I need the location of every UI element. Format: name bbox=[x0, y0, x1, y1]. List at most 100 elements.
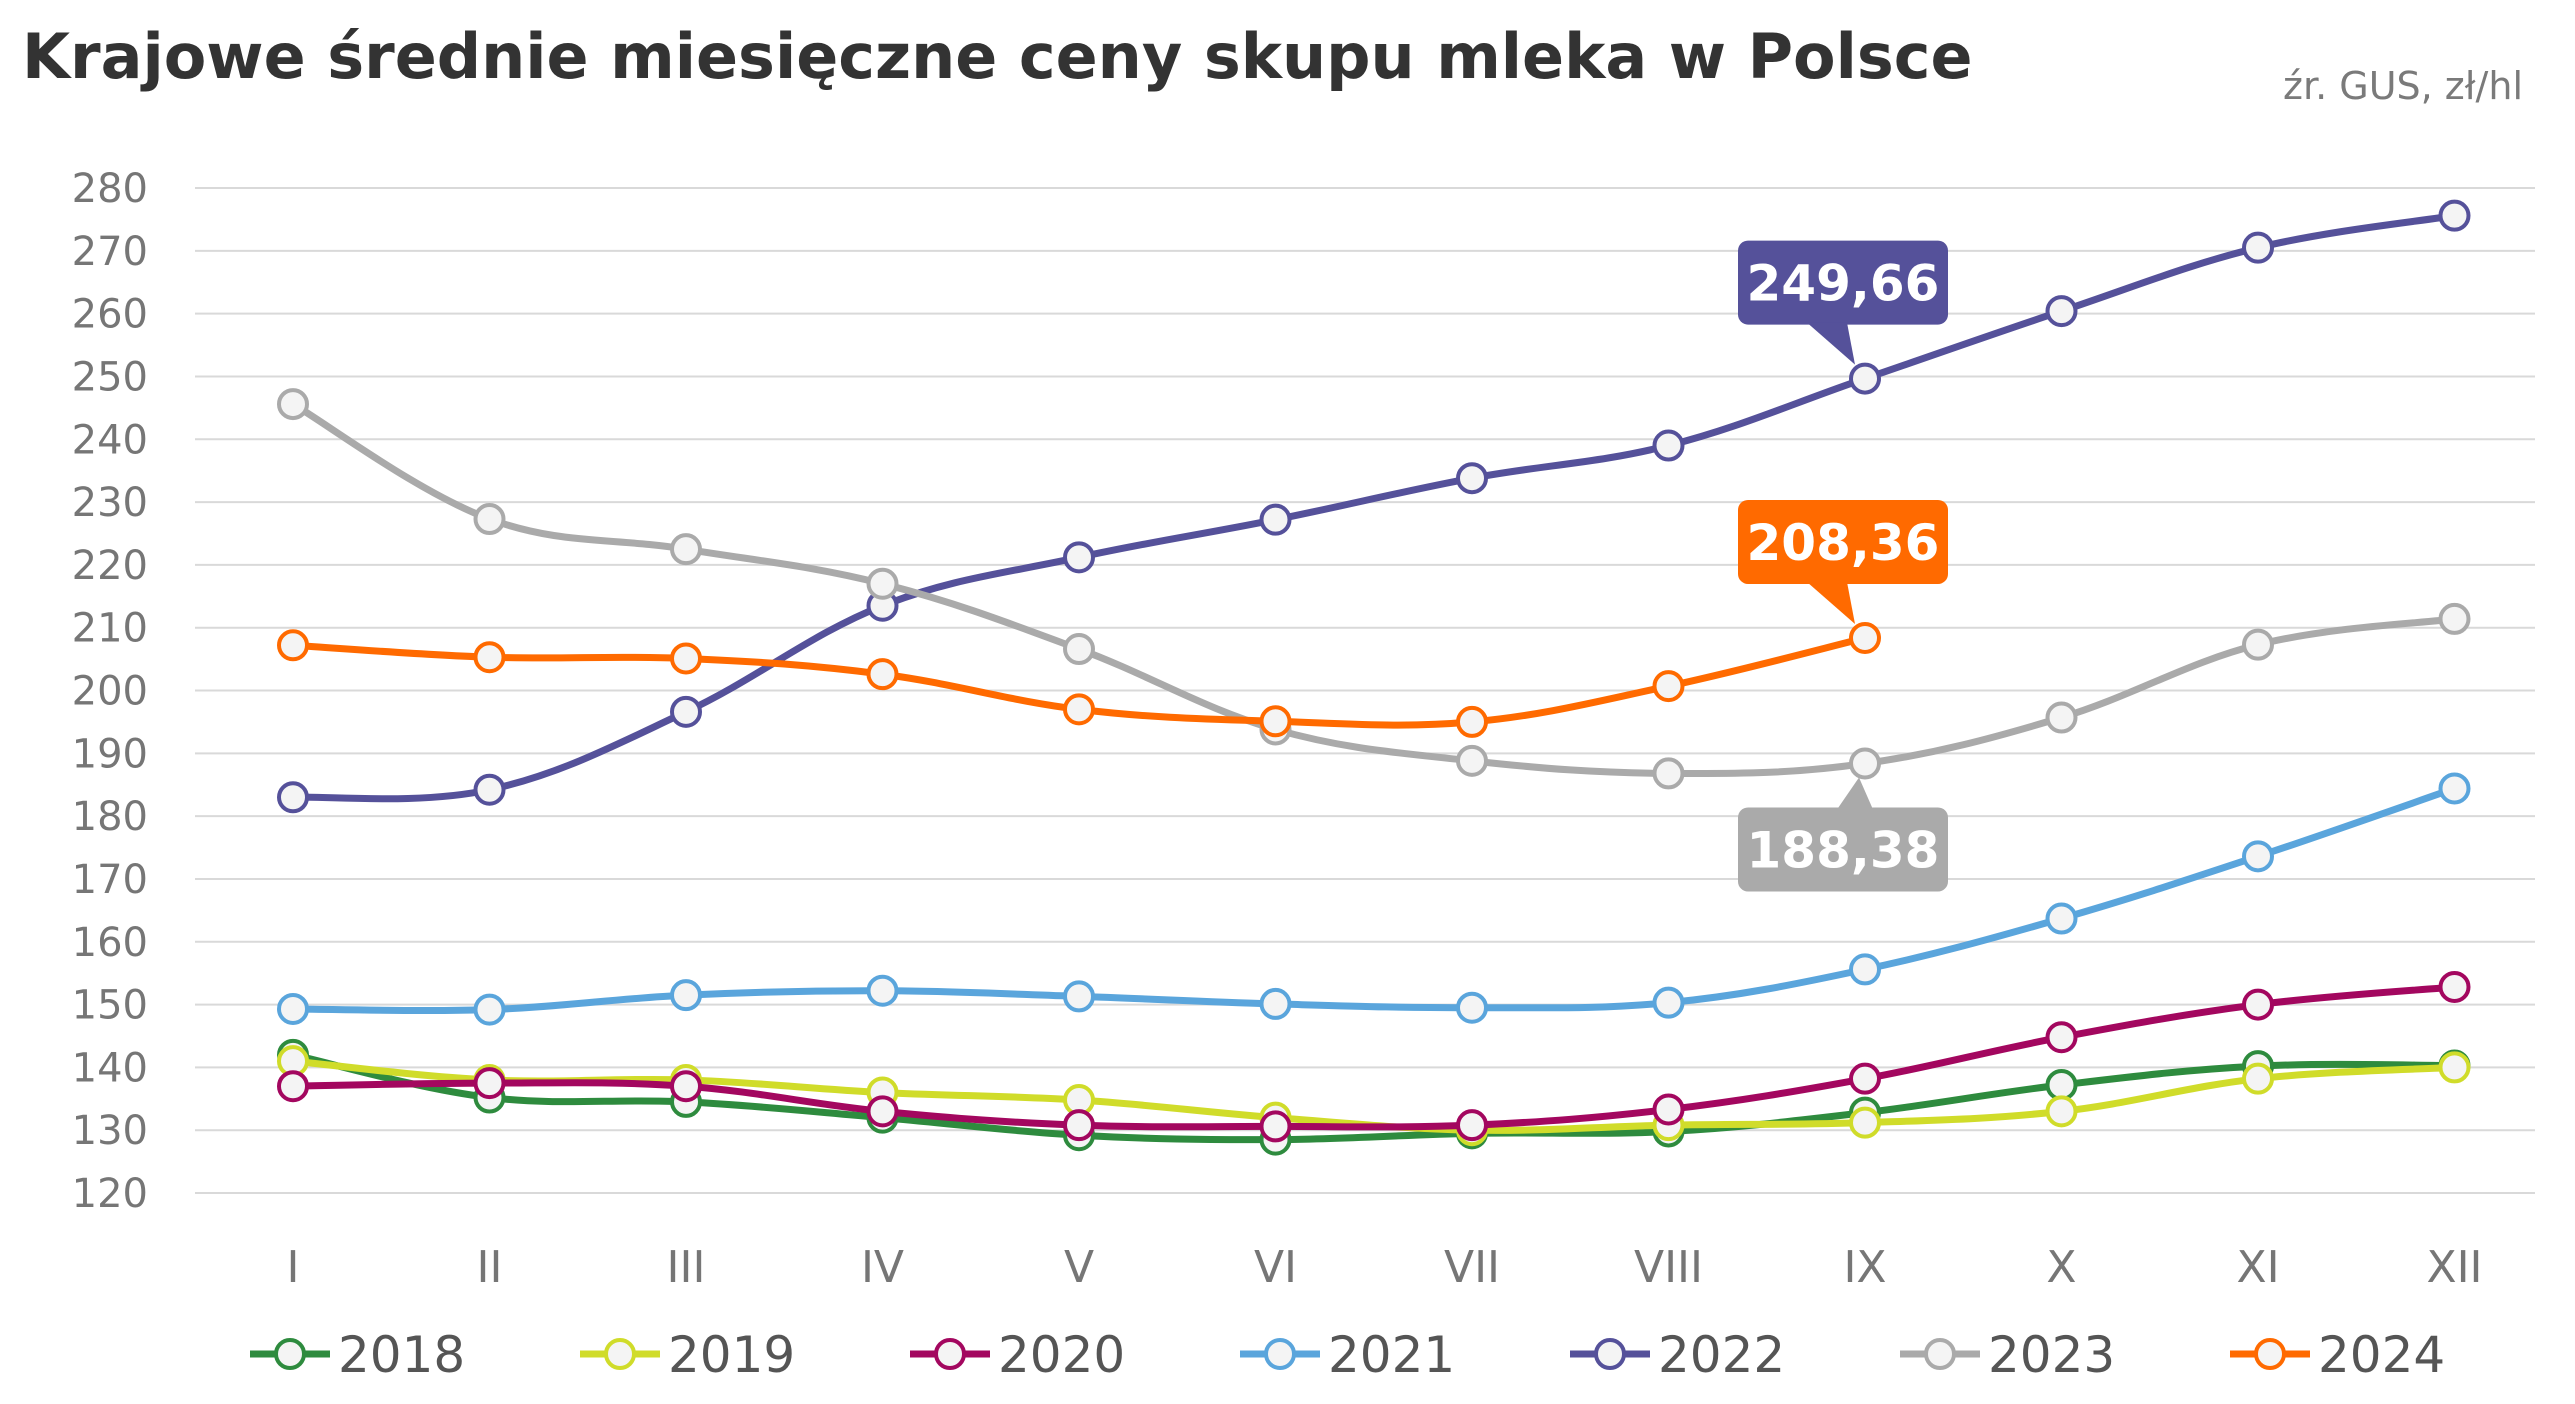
legend-marker bbox=[1594, 1338, 1626, 1370]
series-2020 bbox=[277, 970, 2471, 1143]
data-point-2023 bbox=[866, 567, 899, 600]
series-2021 bbox=[277, 772, 2471, 1026]
data-point-2022 bbox=[1456, 462, 1488, 495]
data-point-2022 bbox=[2242, 231, 2274, 264]
data-point-2020 bbox=[473, 1067, 506, 1100]
series-line-2021 bbox=[289, 784, 2458, 1015]
data-point-2024 bbox=[277, 629, 309, 662]
callout-pointer bbox=[1807, 581, 1855, 624]
x-tick-label: II bbox=[477, 1242, 503, 1293]
data-point-2023 bbox=[2045, 701, 2078, 734]
legend-label: 2019 bbox=[668, 1326, 795, 1384]
y-axis-ticks: 120 130 140 150 160 170 180 190 200 210 220 230 240 2… bbox=[72, 166, 148, 1217]
y-tick-label: 200 bbox=[72, 669, 148, 715]
series-2023 bbox=[277, 388, 2471, 790]
series-line-2018 bbox=[289, 1051, 2458, 1144]
x-tick-label: VII bbox=[1444, 1242, 1500, 1293]
data-point-2019 bbox=[2045, 1095, 2078, 1128]
legend-item-2020: 2020 bbox=[910, 1326, 1125, 1384]
legend-item-2018: 2018 bbox=[250, 1326, 465, 1384]
data-point-2022 bbox=[670, 695, 702, 728]
y-tick-label: 130 bbox=[72, 1108, 148, 1154]
y-tick-label: 220 bbox=[72, 543, 148, 589]
data-point-2021 bbox=[2045, 902, 2078, 935]
data-point-2023 bbox=[2242, 628, 2274, 661]
callout-2024: 208,36 bbox=[1738, 499, 1948, 624]
x-axis-ticks: I II III IV V VI VII VIII IX X XI XII bbox=[287, 1242, 2483, 1293]
data-point-2021 bbox=[473, 993, 506, 1026]
legend-marker bbox=[1264, 1338, 1296, 1370]
y-tick-label: 210 bbox=[72, 606, 148, 652]
series-line-2019 bbox=[289, 1057, 2458, 1134]
callout-2023: 188,38 bbox=[1738, 777, 1948, 892]
data-point-2024 bbox=[1456, 705, 1488, 738]
data-point-2024 bbox=[1652, 670, 1685, 703]
y-tick-label: 120 bbox=[72, 1171, 148, 1217]
data-point-2021 bbox=[1849, 953, 1881, 986]
series-line-2020 bbox=[289, 983, 2458, 1131]
data-point-2022 bbox=[473, 773, 506, 806]
data-point-2020 bbox=[1652, 1093, 1685, 1126]
data-point-2018 bbox=[2045, 1068, 2078, 1101]
gridlines bbox=[195, 187, 2535, 1194]
callout-box bbox=[1738, 240, 1948, 325]
x-tick-label: VI bbox=[1254, 1242, 1297, 1293]
data-point-2023 bbox=[473, 503, 506, 536]
data-point-2024 bbox=[1849, 621, 1881, 654]
data-point-2021 bbox=[866, 974, 899, 1007]
y-tick-label: 140 bbox=[72, 1045, 148, 1091]
legend-marker bbox=[934, 1338, 966, 1370]
y-tick-label: 190 bbox=[72, 731, 148, 777]
data-point-2019 bbox=[2242, 1062, 2274, 1095]
legend-label: 2020 bbox=[998, 1326, 1125, 1384]
legend-marker bbox=[1924, 1338, 1956, 1370]
data-point-2020 bbox=[277, 1070, 309, 1103]
data-point-2019 bbox=[2438, 1051, 2471, 1084]
legend-label: 2023 bbox=[1988, 1326, 2115, 1384]
data-point-2021 bbox=[2438, 772, 2471, 805]
data-point-2024 bbox=[866, 658, 899, 691]
callouts: 249,66 208,36 188,38 bbox=[1738, 240, 1948, 892]
x-tick-label: IV bbox=[861, 1242, 904, 1293]
legend-label: 2021 bbox=[1328, 1326, 1455, 1384]
y-tick-label: 180 bbox=[72, 794, 148, 840]
chart-source: źr. GUS, zł/hl bbox=[2283, 64, 2523, 108]
legend-item-2024: 2024 bbox=[2230, 1326, 2445, 1384]
data-point-2021 bbox=[1456, 991, 1488, 1024]
series-2024 bbox=[277, 621, 1881, 738]
y-tick-label: 250 bbox=[72, 354, 148, 400]
data-point-2021 bbox=[2242, 840, 2274, 873]
data-point-2020 bbox=[2438, 970, 2471, 1003]
data-point-2024 bbox=[473, 641, 506, 674]
y-tick-label: 280 bbox=[72, 166, 148, 212]
series-2022 bbox=[277, 199, 2471, 814]
data-point-2020 bbox=[670, 1070, 702, 1103]
y-tick-label: 170 bbox=[72, 857, 148, 903]
x-tick-label: XII bbox=[2426, 1242, 2482, 1293]
legend-label: 2018 bbox=[338, 1326, 465, 1384]
data-point-2023 bbox=[277, 388, 309, 421]
data-point-2020 bbox=[1456, 1109, 1488, 1142]
chart-title: Krajowe średnie miesięczne ceny skupu ml… bbox=[22, 20, 1973, 93]
x-tick-label: X bbox=[2046, 1242, 2076, 1293]
callout-label: 208,36 bbox=[1747, 514, 1940, 572]
data-point-2020 bbox=[1849, 1062, 1881, 1095]
data-point-2020 bbox=[1063, 1109, 1095, 1142]
legend-marker bbox=[2254, 1338, 2286, 1370]
y-tick-label: 240 bbox=[72, 417, 148, 463]
callout-label: 188,38 bbox=[1747, 821, 1940, 879]
data-point-2023 bbox=[1652, 757, 1685, 790]
data-point-2022 bbox=[2438, 199, 2471, 232]
data-point-2021 bbox=[1063, 980, 1095, 1013]
data-point-2023 bbox=[1063, 633, 1095, 666]
data-point-2022 bbox=[1849, 362, 1881, 395]
legend-marker bbox=[274, 1338, 306, 1370]
data-point-2020 bbox=[866, 1095, 899, 1128]
y-tick-label: 150 bbox=[72, 983, 148, 1029]
legend-item-2023: 2023 bbox=[1900, 1326, 2115, 1384]
series-line-2022 bbox=[289, 212, 2458, 803]
data-point-2021 bbox=[1259, 987, 1292, 1020]
x-tick-label: I bbox=[287, 1242, 300, 1293]
data-point-2020 bbox=[2045, 1021, 2078, 1054]
